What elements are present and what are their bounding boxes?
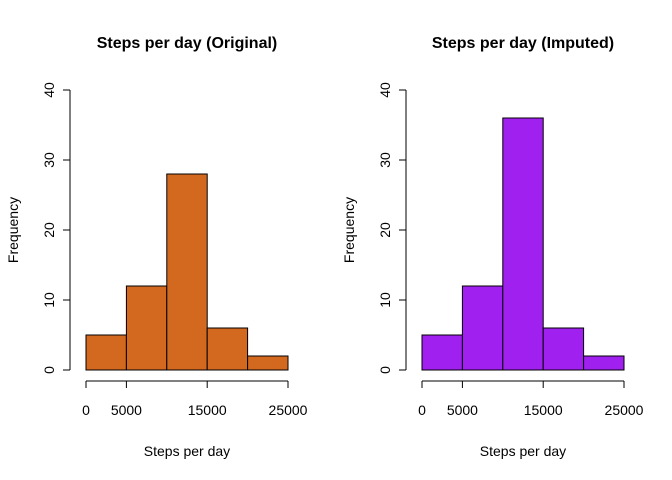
histogram-bar [85, 334, 127, 371]
x-tick-label: 0 [418, 402, 426, 418]
histogram-bar [125, 285, 168, 371]
x-axis-label: Steps per day [480, 443, 566, 459]
histogram-bar [206, 327, 249, 371]
x-tick-label: 5000 [111, 402, 142, 418]
y-tick-label: 40 [377, 82, 393, 98]
histogram-original-panel: Steps per day (Original) Steps per day F… [5, 35, 308, 459]
chart-title: Steps per day (Original) [97, 35, 277, 52]
y-tick-label: 40 [41, 82, 57, 98]
chart-title: Steps per day (Imputed) [432, 35, 614, 52]
y-axis-label: Frequency [5, 197, 21, 263]
histogram-bar [461, 285, 504, 371]
x-tick-label: 15000 [188, 402, 227, 418]
histogram-bar [583, 355, 625, 371]
histogram-bar [166, 173, 208, 371]
histogram-bar [247, 355, 289, 371]
y-tick-label: 10 [41, 292, 57, 308]
y-tick-label: 20 [41, 222, 57, 238]
x-tick-label: 5000 [447, 402, 478, 418]
x-axis-label: Steps per day [144, 443, 230, 459]
y-tick-label: 0 [377, 366, 393, 374]
histogram-imputed-panel: Steps per day (Imputed) Steps per day Fr… [341, 35, 644, 459]
y-tick-label: 30 [41, 152, 57, 168]
x-tick-label: 25000 [605, 402, 644, 418]
y-tick-label: 10 [377, 292, 393, 308]
y-axis-label: Frequency [341, 197, 357, 263]
histogram-bar [542, 327, 585, 371]
y-tick-label: 30 [377, 152, 393, 168]
x-tick-label: 0 [82, 402, 90, 418]
histogram-bar [502, 117, 544, 371]
x-tick-label: 25000 [269, 402, 308, 418]
histogram-bar [421, 334, 463, 371]
y-tick-label: 20 [377, 222, 393, 238]
y-tick-label: 0 [41, 366, 57, 374]
x-tick-label: 15000 [524, 402, 563, 418]
